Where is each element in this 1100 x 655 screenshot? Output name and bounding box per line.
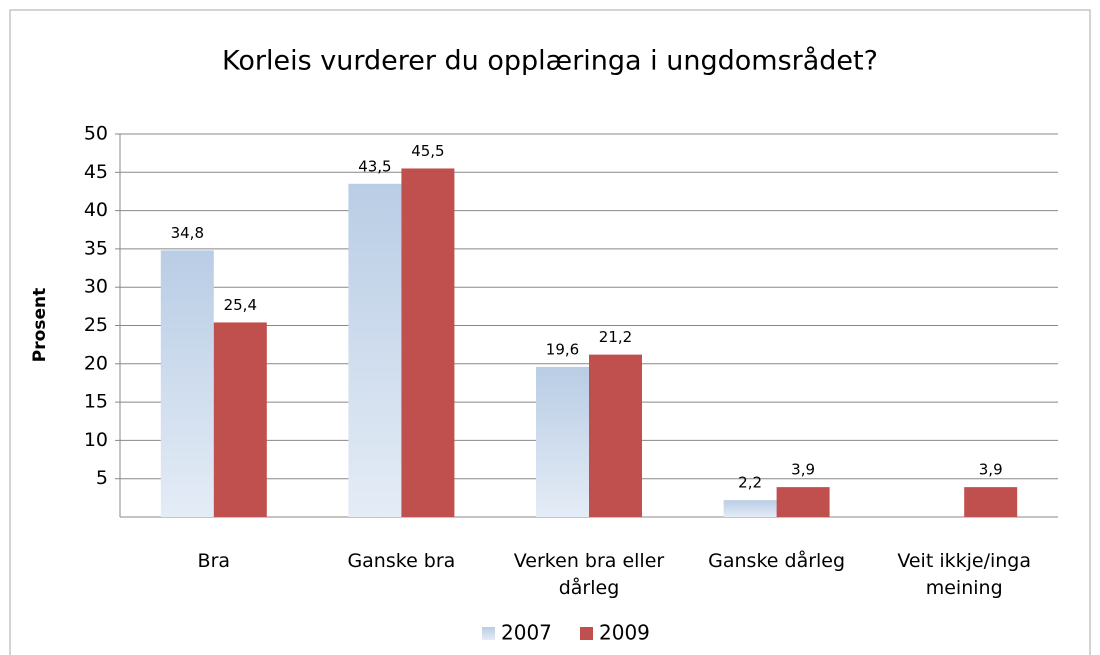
frame	[9, 9, 1091, 655]
data-label: 3,9	[791, 461, 815, 479]
bar	[589, 354, 642, 517]
data-label: 25,4	[224, 296, 257, 314]
y-tick-label: 15	[84, 391, 108, 413]
x-tick-label: Bra	[197, 550, 231, 572]
y-tick-label: 5	[96, 467, 108, 489]
y-tick-label: 30	[84, 276, 108, 298]
chart-title: Korleis vurderer du opplæringa i ungdoms…	[222, 46, 878, 77]
data-label: 2,2	[738, 474, 762, 492]
bar	[964, 487, 1018, 517]
bar	[723, 500, 777, 517]
y-tick-label: 10	[84, 429, 108, 451]
y-tick-label: 45	[84, 161, 108, 183]
legend-swatch	[580, 627, 593, 640]
y-tick-label: 40	[84, 199, 108, 221]
data-label: 19,6	[546, 340, 579, 358]
bar	[776, 487, 830, 517]
x-tick-label: Verken bra eller dårleg	[513, 550, 665, 599]
bar	[160, 250, 214, 517]
x-tick-label: Veit ikkje/inga meining	[897, 550, 1032, 599]
bar	[536, 366, 589, 517]
data-label: 21,2	[599, 328, 632, 346]
bar	[213, 322, 267, 517]
x-tick-label: Ganske bra	[347, 550, 456, 572]
data-label: 43,5	[358, 157, 391, 175]
legend-swatch	[482, 627, 495, 640]
y-axis-label: Prosent	[30, 288, 50, 362]
bar	[401, 168, 455, 517]
y-tick-label: 50	[84, 123, 108, 145]
x-tick-label: Ganske dårleg	[708, 550, 846, 572]
data-label: 45,5	[411, 142, 444, 160]
legend-label: 2007	[501, 621, 552, 645]
y-tick-label: 20	[84, 352, 108, 374]
legend-label: 2009	[599, 621, 650, 645]
y-tick-label: 25	[84, 314, 108, 336]
y-tick-label: 35	[84, 237, 108, 259]
data-label: 3,9	[979, 461, 1003, 479]
bar	[348, 183, 402, 518]
data-label: 34,8	[171, 224, 204, 242]
